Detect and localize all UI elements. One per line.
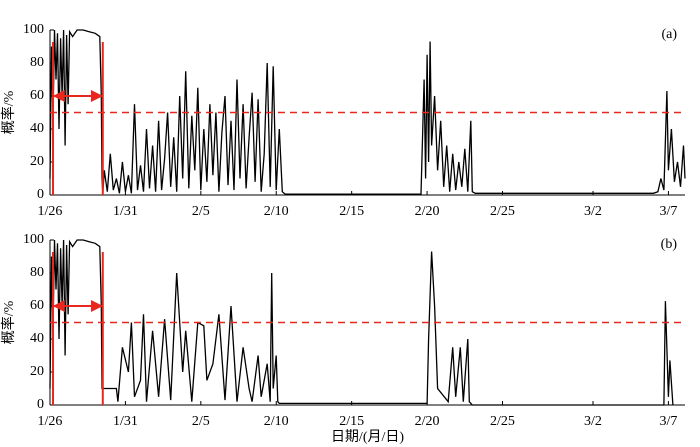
x-tick-label: 2/15: [339, 204, 364, 219]
y-tick-label: 60: [30, 88, 44, 103]
y-tick-label: 0: [37, 397, 44, 412]
x-tick-label: 1/26: [38, 414, 63, 429]
x-tick-label: 1/31: [113, 414, 138, 429]
y-tick-label: 100: [23, 22, 44, 37]
y-axis-label: 概率/%: [0, 90, 17, 134]
panel-label: (a): [661, 27, 677, 42]
x-tick-label: 2/15: [339, 414, 364, 429]
y-tick-label: 80: [30, 265, 44, 280]
y-tick-label: 20: [30, 154, 44, 169]
panel-label: (b): [661, 237, 678, 252]
probability-line: [49, 239, 674, 406]
x-tick-label: 2/5: [192, 414, 210, 429]
x-tick-label: 3/7: [659, 414, 677, 429]
y-tick-label: 60: [30, 298, 44, 313]
x-tick-label: 3/7: [659, 204, 677, 219]
x-tick-label: 2/25: [490, 204, 515, 219]
x-tick-label: 2/5: [192, 204, 210, 219]
x-tick-label: 2/10: [264, 414, 289, 429]
y-tick-label: 0: [37, 187, 44, 202]
x-tick-label: 2/25: [490, 414, 515, 429]
y-tick-label: 100: [23, 232, 44, 247]
x-tick-label: 1/26: [38, 204, 63, 219]
x-tick-label: 2/20: [415, 204, 440, 219]
x-tick-label: 1/31: [113, 204, 138, 219]
y-tick-label: 40: [30, 121, 44, 136]
x-tick-label: 3/2: [584, 414, 602, 429]
y-tick-label: 20: [30, 364, 44, 379]
y-axis-label: 概率/%: [0, 300, 17, 344]
probability-line: [49, 29, 686, 195]
y-tick-label: 80: [30, 55, 44, 70]
x-tick-label: 2/10: [264, 204, 289, 219]
x-tick-label: 2/20: [415, 414, 440, 429]
x-tick-label: 3/2: [584, 204, 602, 219]
x-axis-label: 日期/(月/日): [331, 429, 404, 445]
y-tick-label: 40: [30, 331, 44, 346]
